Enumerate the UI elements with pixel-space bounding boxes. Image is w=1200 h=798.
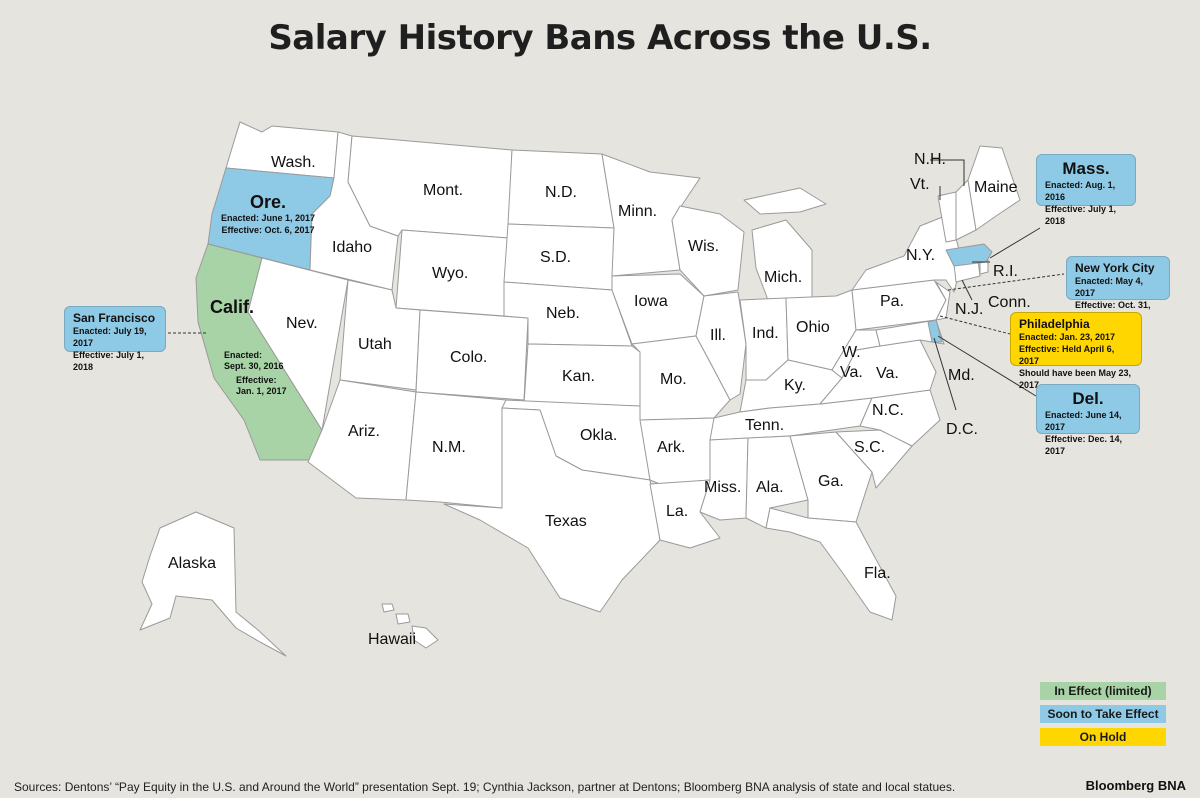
label-alaska: Alaska [168, 555, 216, 572]
label-ohio: Ohio [796, 319, 830, 336]
calif-effective-date: Jan. 1, 2017 [236, 386, 287, 396]
label-fla: Fla. [864, 565, 891, 582]
callout-san-francisco: San Francisco Enacted: July 19, 2017 Eff… [64, 306, 166, 372]
map-title: Salary History Bans Across the U.S. [268, 18, 932, 58]
label-la: La. [666, 503, 688, 520]
label-md: Md. [948, 367, 975, 384]
label-minn: Minn. [618, 203, 657, 220]
calif-enacted-label: Enacted: [224, 350, 262, 360]
label-sc: S.C. [854, 439, 885, 456]
callout-del-effective: Effective: Dec. 14, 2017 [1045, 434, 1123, 456]
label-tenn: Tenn. [745, 417, 784, 434]
callout-del-enacted: Enacted: June 14, 2017 [1045, 410, 1122, 432]
label-kan: Kan. [562, 368, 595, 385]
state-alaska [139, 511, 287, 657]
state-nj [935, 281, 951, 321]
state-mass [945, 243, 993, 267]
label-conn: Conn. [988, 294, 1031, 311]
callout-del: Del. Enacted: June 14, 2017 Effective: D… [1036, 384, 1140, 456]
callout-phila-name: Philadelphia [1019, 317, 1090, 331]
callout-nyc-enacted: Enacted: May 4, 2017 [1075, 276, 1144, 298]
label-vt: Vt. [910, 176, 930, 193]
callout-del-name: Del. [1072, 389, 1104, 408]
label-okla: Okla. [580, 427, 617, 444]
state-maine [967, 145, 1021, 231]
state-wis [671, 205, 745, 297]
label-wva-2: Va. [840, 364, 863, 381]
label-nc: N.C. [872, 402, 904, 419]
label-ri: R.I. [993, 263, 1018, 280]
state-hawaii [381, 603, 439, 649]
label-hawaii: Hawaii [368, 631, 416, 648]
label-ore: Ore. [250, 192, 286, 212]
label-utah: Utah [358, 336, 392, 353]
callout-nyc-name: New York City [1075, 261, 1155, 275]
label-pa: Pa. [880, 293, 904, 310]
label-wis: Wis. [688, 238, 719, 255]
label-colo: Colo. [450, 349, 487, 366]
label-wash: Wash. [271, 154, 316, 171]
callout-sf-name: San Francisco [73, 311, 156, 325]
label-idaho: Idaho [332, 239, 372, 256]
label-miss: Miss. [704, 479, 741, 496]
label-mich: Mich. [764, 269, 802, 286]
label-ark: Ark. [657, 439, 685, 456]
legend-on-hold: On Hold [1040, 728, 1166, 746]
label-texas: Texas [545, 513, 587, 530]
label-wyo: Wyo. [432, 265, 468, 282]
callout-phila-enacted: Enacted: Jan. 23, 2017 [1019, 332, 1116, 342]
label-nev: Nev. [286, 315, 318, 332]
label-nm: N.M. [432, 439, 466, 456]
label-va: Va. [876, 365, 899, 382]
label-wva-1: W. [842, 344, 861, 361]
calif-effective-label: Effective: [236, 375, 277, 385]
state-sc [835, 429, 913, 489]
label-mont: Mont. [423, 182, 463, 199]
label-ariz: Ariz. [348, 423, 380, 440]
state-ill [695, 291, 747, 401]
label-ala: Ala. [756, 479, 784, 496]
callout-mass-effective: Effective: July 1, 2018 [1045, 204, 1117, 226]
label-nj: N.J. [955, 301, 983, 318]
brand-logo: Bloomberg BNA [1085, 778, 1186, 793]
label-iowa: Iowa [634, 293, 668, 310]
label-sd: S.D. [540, 249, 571, 266]
callout-mass: Mass. Enacted: Aug. 1, 2016 Effective: J… [1036, 154, 1136, 226]
label-ind: Ind. [752, 325, 779, 342]
label-calif: Calif. [210, 297, 254, 317]
callout-sf-enacted: Enacted: July 19, 2017 [73, 326, 147, 348]
label-mo: Mo. [660, 371, 687, 388]
ore-enacted: Enacted: June 1, 2017 [221, 213, 315, 223]
callout-sf-effective: Effective: July 1, 2018 [73, 350, 145, 372]
label-dc: D.C. [946, 421, 978, 438]
label-nh: N.H. [914, 151, 946, 168]
legend-in-effect: In Effect (limited) [1040, 682, 1166, 700]
ore-effective: Effective: Oct. 6, 2017 [221, 225, 314, 235]
state-nm [405, 391, 507, 509]
callout-mass-name: Mass. [1062, 159, 1110, 178]
state-fla [765, 507, 897, 621]
callout-phila-effective: Effective: Held April 6, 2017 [1019, 344, 1115, 366]
label-ga: Ga. [818, 473, 844, 490]
legend-soon: Soon to Take Effect [1040, 705, 1166, 723]
callout-phila-note: Should have been May 23, 2017 [1019, 368, 1132, 390]
label-neb: Neb. [546, 305, 580, 322]
label-ky: Ky. [784, 377, 806, 394]
label-ny: N.Y. [906, 247, 935, 264]
state-texas [443, 407, 661, 613]
callout-mass-enacted: Enacted: Aug. 1, 2016 [1045, 180, 1116, 202]
label-nd: N.D. [545, 184, 577, 201]
label-maine: Maine [974, 179, 1018, 196]
sources-note: Sources: Dentons’ “Pay Equity in the U.S… [14, 780, 956, 794]
label-ill: Ill. [710, 327, 726, 344]
calif-enacted-date: Sept. 30, 2016 [224, 361, 284, 371]
callout-philadelphia: Philadelphia Enacted: Jan. 23, 2017 Effe… [1010, 312, 1142, 390]
callout-nyc: New York City Enacted: May 4, 2017 Effec… [1066, 256, 1170, 322]
